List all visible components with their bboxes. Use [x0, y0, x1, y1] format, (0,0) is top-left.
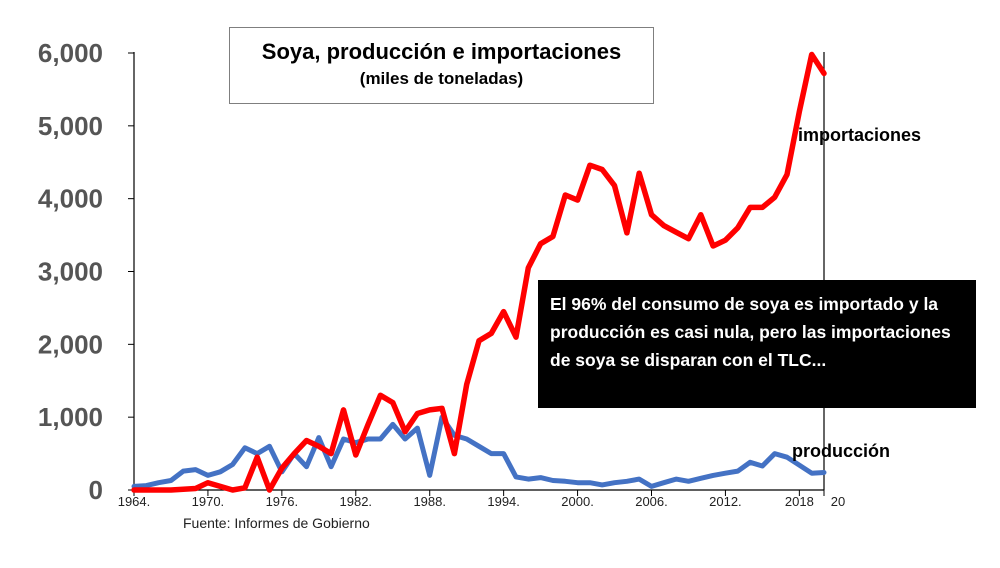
- chart-title: Soya, producción e importaciones: [261, 39, 622, 64]
- x-tick-label: 2012.: [709, 494, 742, 509]
- y-axis-ticks: 0 1,000 2,000 3,000 4,000 5,000 6,000: [38, 38, 134, 505]
- x-tick-label: 20: [831, 494, 845, 509]
- y-tick-label: 1,000: [38, 402, 103, 432]
- series-lines: [131, 51, 827, 493]
- y-tick-label: 4,000: [38, 184, 103, 214]
- y-tick-label: 6,000: [38, 38, 103, 68]
- source-note: Fuente: Informes de Gobierno: [183, 515, 370, 531]
- series-label-importaciones: importaciones: [798, 125, 922, 145]
- x-tick-label: 2018: [785, 494, 814, 509]
- series-line-produccion: [131, 414, 827, 489]
- title-box: Soya, producción e importaciones (miles …: [229, 27, 654, 104]
- series-label-produccion: producción: [792, 441, 890, 461]
- annotation-box: El 96% del consumo de soya es importado …: [538, 280, 976, 408]
- series-line-importaciones: [131, 51, 827, 493]
- y-tick-label: 3,000: [38, 257, 103, 287]
- x-tick-label: 1964.: [118, 494, 151, 509]
- y-tick-label: 2,000: [38, 329, 103, 359]
- x-tick-label: 2006.: [635, 494, 668, 509]
- x-tick-label: 1988.: [413, 494, 446, 509]
- annotation-text: El 96% del consumo de soya es importado …: [550, 294, 951, 370]
- x-tick-label: 1970.: [192, 494, 225, 509]
- x-tick-label: 2000.: [561, 494, 594, 509]
- y-tick-label: 0: [89, 475, 103, 505]
- y-tick-label: 5,000: [38, 111, 103, 141]
- x-tick-label: 1976.: [266, 494, 299, 509]
- chart-subtitle: (miles de toneladas): [359, 69, 524, 88]
- x-axis-ticks: 1964. 1970. 1976. 1982. 1988. 1994. 2000. 2006.…: [118, 490, 845, 509]
- x-tick-label: 1982.: [340, 494, 373, 509]
- x-tick-label: 1994.: [487, 494, 520, 509]
